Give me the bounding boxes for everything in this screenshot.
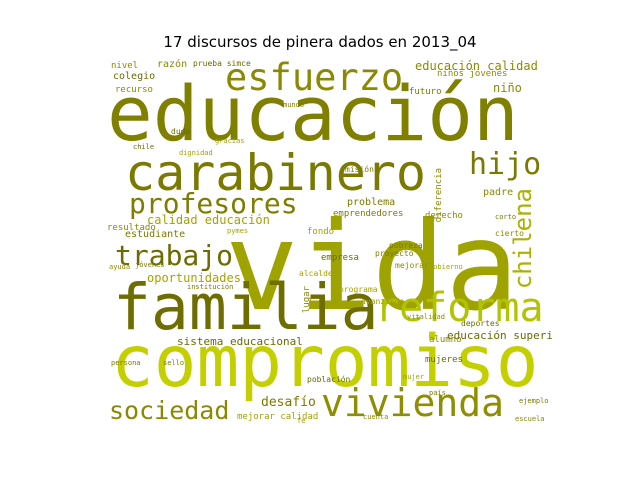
word-alcalde: alcalde xyxy=(299,269,333,278)
word-cuenta: cuenta xyxy=(363,413,389,421)
word-calidad-educacion: calidad educación xyxy=(147,213,270,227)
word-ninos-jovenes: niños jóvenes xyxy=(437,69,508,79)
word-mision: misión xyxy=(345,165,374,174)
word-poblacion: población xyxy=(307,375,351,384)
word-vivienda: vivienda xyxy=(321,381,505,424)
word-derecho: derecho xyxy=(425,211,463,221)
word-sistema-educacional: sistema educacional xyxy=(177,335,303,348)
word-persona: persona xyxy=(111,359,141,367)
word-resultado: resultado xyxy=(107,223,156,233)
word-vida: vida xyxy=(225,196,519,338)
word-educacion: educación xyxy=(107,69,519,158)
word-gracias: gracias xyxy=(215,137,245,145)
word-futuro: futuro xyxy=(409,87,442,97)
word-gobierno: gobierno xyxy=(429,263,463,271)
word-dignidad: dignidad xyxy=(179,149,213,157)
word-mujeres: mujeres xyxy=(425,355,463,365)
word-corto: corto xyxy=(495,213,517,221)
word-vitalidad: vitalidad xyxy=(407,313,445,321)
word-pais: país xyxy=(429,389,446,397)
word-escuela: escuela xyxy=(515,415,545,423)
word-recurso: recurso xyxy=(115,85,153,95)
word-nivel: nivel xyxy=(111,61,139,71)
word-razon: razón xyxy=(157,59,188,70)
word-proyecto: proyecto xyxy=(375,249,414,258)
word-profesores: profesores xyxy=(129,187,298,220)
word-programa: programa xyxy=(339,285,378,294)
word-colegio: colegio xyxy=(113,71,156,82)
word-problema: problema xyxy=(347,197,396,208)
word-esfuerzo: esfuerzo xyxy=(225,58,404,99)
word-familia: familia xyxy=(113,271,379,344)
word-pobreza: pobreza xyxy=(389,241,423,250)
word-hijo: hijo xyxy=(469,147,542,182)
word-prueba-simce: prueba simce xyxy=(193,59,251,68)
word-nino: niño xyxy=(493,81,522,95)
word-oportunidades: oportunidades xyxy=(147,271,241,285)
word-mundo: mundo xyxy=(283,101,305,109)
word-chile: chile xyxy=(133,143,155,151)
word-pymes: pymes xyxy=(227,227,249,235)
word-estudiante: estudiante xyxy=(125,229,186,240)
word-ejemplo: ejemplo xyxy=(519,397,549,405)
word-trabajo: trabajo xyxy=(115,239,234,272)
word-lugar: lugar xyxy=(302,286,312,314)
word-educacion-superior: educación superior xyxy=(447,329,552,342)
word-avanzando: avanzando xyxy=(361,297,405,306)
word-educacion-calidad: educación calidad xyxy=(415,59,538,73)
word-mejorar: mejorar xyxy=(395,261,429,270)
word-empresa: empresa xyxy=(321,253,359,263)
word-fe: fe xyxy=(297,417,306,425)
word-fondo: fondo xyxy=(307,227,335,237)
word-diferencia: diferencia xyxy=(434,168,444,223)
chart-title: 17 discursos de pinera dados en 2013_04 xyxy=(163,33,477,51)
word-cloud: vida educación compromiso familia carabi… xyxy=(107,58,552,424)
word-emprendedores: emprendedores xyxy=(333,209,404,219)
word-mejorar-calidad: mejorar calidad xyxy=(237,412,319,422)
word-alumno: alumno xyxy=(429,335,462,345)
word-institucion: institución xyxy=(187,283,234,291)
word-padre: padre xyxy=(483,187,514,198)
word-carabinero: carabinero xyxy=(125,144,427,202)
word-ayuda: ayuda xyxy=(109,263,131,271)
word-deportes: deportes xyxy=(461,319,500,328)
word-cierto: cierto xyxy=(495,229,524,238)
word-sociedad: sociedad xyxy=(109,396,230,424)
word-jovenes: jóvenes xyxy=(135,261,165,269)
word-reforma: reforma xyxy=(375,285,544,331)
word-chilena: chilena xyxy=(509,188,537,290)
word-sello: sello xyxy=(163,359,185,367)
word-mujer: mujer xyxy=(403,373,425,381)
word-desafio: desafío xyxy=(261,395,316,410)
word-duda: duda xyxy=(171,127,191,136)
word-compromiso: compromiso xyxy=(111,320,539,403)
